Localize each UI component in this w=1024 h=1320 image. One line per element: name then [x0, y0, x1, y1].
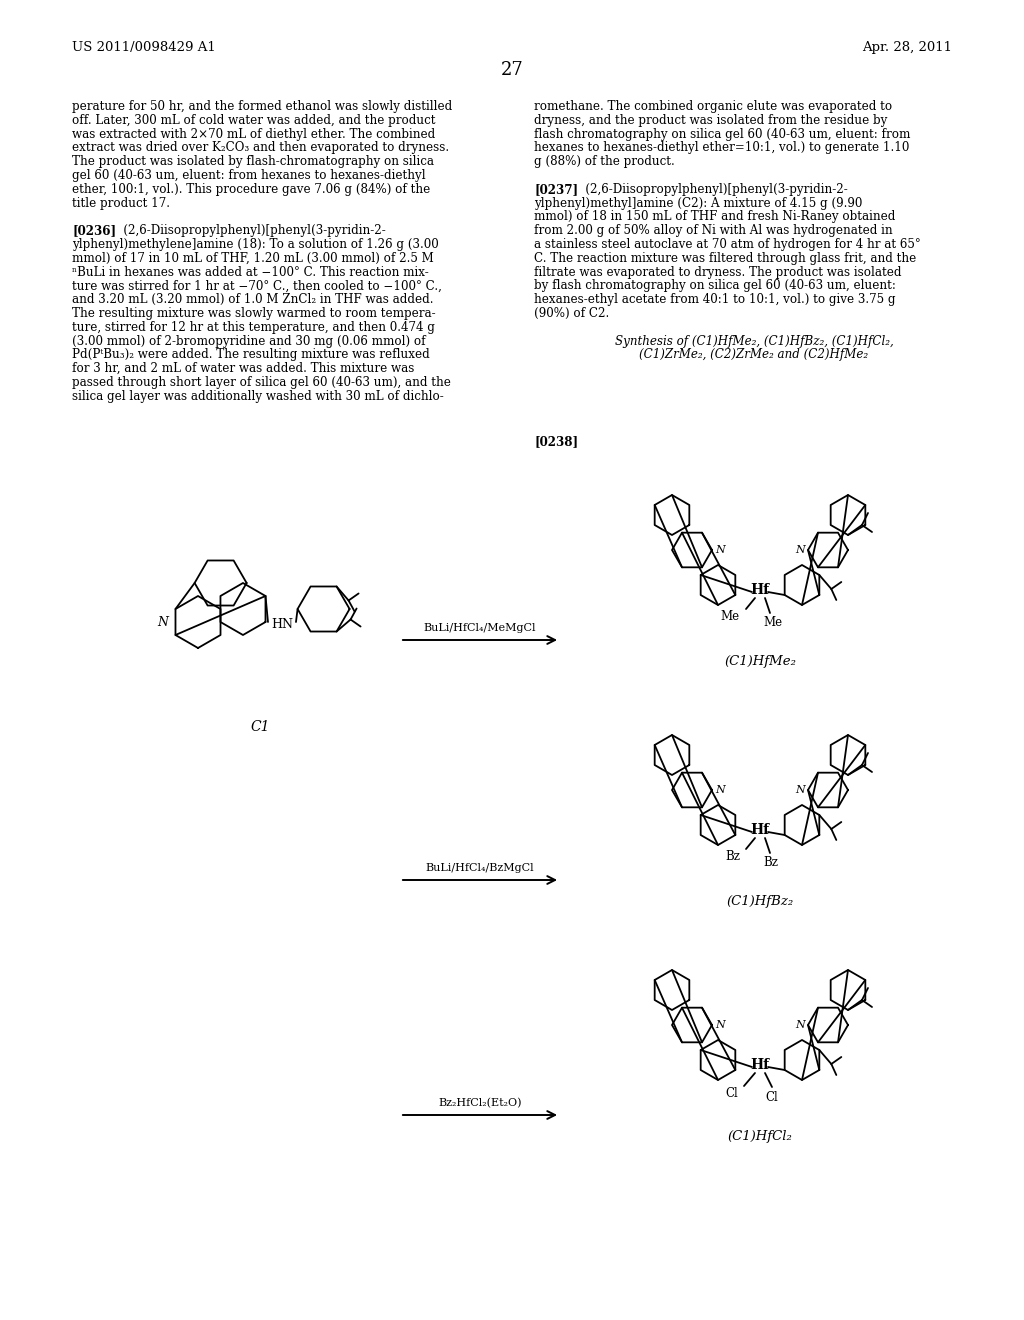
Text: mmol) of 17 in 10 mL of THF, 1.20 mL (3.00 mmol) of 2.5 M: mmol) of 17 in 10 mL of THF, 1.20 mL (3.…	[72, 252, 434, 265]
Text: Cl: Cl	[725, 1086, 738, 1100]
Text: N: N	[157, 615, 168, 628]
Text: Hf: Hf	[751, 822, 770, 837]
Text: C. The reaction mixture was filtered through glass frit, and the: C. The reaction mixture was filtered thr…	[534, 252, 916, 265]
Text: The resulting mixture was slowly warmed to room tempera-: The resulting mixture was slowly warmed …	[72, 308, 435, 319]
Text: [0236]: [0236]	[72, 224, 116, 238]
Text: was extracted with 2×70 mL of diethyl ether. The combined: was extracted with 2×70 mL of diethyl et…	[72, 128, 435, 141]
Text: (2,6-Diisopropylphenyl)[phenyl(3-pyridin-2-: (2,6-Diisopropylphenyl)[phenyl(3-pyridin…	[574, 182, 848, 195]
Text: (C1)ZrMe₂, (C2)ZrMe₂ and (C2)HfMe₂: (C1)ZrMe₂, (C2)ZrMe₂ and (C2)HfMe₂	[639, 348, 868, 362]
Text: Cl: Cl	[765, 1092, 778, 1104]
Text: (3.00 mmol) of 2-bromopyridine and 30 mg (0.06 mmol) of: (3.00 mmol) of 2-bromopyridine and 30 mg…	[72, 334, 426, 347]
Text: flash chromatography on silica gel 60 (40-63 um, eluent: from: flash chromatography on silica gel 60 (4…	[534, 128, 910, 141]
Text: dryness, and the product was isolated from the residue by: dryness, and the product was isolated fr…	[534, 114, 888, 127]
Text: silica gel layer was additionally washed with 30 mL of dichlo-: silica gel layer was additionally washed…	[72, 389, 443, 403]
Text: title product 17.: title product 17.	[72, 197, 170, 210]
Text: a stainless steel autoclave at 70 atm of hydrogen for 4 hr at 65°: a stainless steel autoclave at 70 atm of…	[534, 238, 921, 251]
Text: filtrate was evaporated to dryness. The product was isolated: filtrate was evaporated to dryness. The …	[534, 265, 901, 279]
Text: The product was isolated by flash-chromatography on silica: The product was isolated by flash-chroma…	[72, 156, 434, 168]
Text: off. Later, 300 mL of cold water was added, and the product: off. Later, 300 mL of cold water was add…	[72, 114, 435, 127]
Text: Synthesis of (C1)HfMe₂, (C1)HfBz₂, (C1)HfCl₂,: Synthesis of (C1)HfMe₂, (C1)HfBz₂, (C1)H…	[614, 334, 893, 347]
Text: Bz: Bz	[725, 850, 740, 863]
Text: romethane. The combined organic elute was evaporated to: romethane. The combined organic elute wa…	[534, 100, 892, 114]
Text: ture was stirred for 1 hr at −70° C., then cooled to −100° C.,: ture was stirred for 1 hr at −70° C., th…	[72, 280, 442, 293]
Text: (C1)HfMe₂: (C1)HfMe₂	[724, 655, 796, 668]
Text: ether, 100:1, vol.). This procedure gave 7.06 g (84%) of the: ether, 100:1, vol.). This procedure gave…	[72, 182, 430, 195]
Text: N: N	[796, 545, 805, 554]
Text: Pd(PᵗBu₃)₂ were added. The resulting mixture was refluxed: Pd(PᵗBu₃)₂ were added. The resulting mix…	[72, 348, 430, 362]
Text: for 3 hr, and 2 mL of water was added. This mixture was: for 3 hr, and 2 mL of water was added. T…	[72, 362, 415, 375]
Text: extract was dried over K₂CO₃ and then evaporated to dryness.: extract was dried over K₂CO₃ and then ev…	[72, 141, 450, 154]
Text: N: N	[796, 785, 805, 795]
Text: [0238]: [0238]	[534, 436, 579, 447]
Text: Hf: Hf	[751, 1059, 770, 1072]
Text: 27: 27	[501, 61, 523, 79]
Text: gel 60 (40-63 um, eluent: from hexanes to hexanes-diethyl: gel 60 (40-63 um, eluent: from hexanes t…	[72, 169, 426, 182]
Text: from 2.00 g of 50% alloy of Ni with Al was hydrogenated in: from 2.00 g of 50% alloy of Ni with Al w…	[534, 224, 893, 238]
Text: Bz: Bz	[763, 855, 778, 869]
Text: (C1)HfBz₂: (C1)HfBz₂	[726, 895, 794, 908]
Text: ylphenyl)methyl]amine (C2): A mixture of 4.15 g (9.90: ylphenyl)methyl]amine (C2): A mixture of…	[534, 197, 862, 210]
Text: perature for 50 hr, and the formed ethanol was slowly distilled: perature for 50 hr, and the formed ethan…	[72, 100, 453, 114]
Text: hexanes-ethyl acetate from 40:1 to 10:1, vol.) to give 3.75 g: hexanes-ethyl acetate from 40:1 to 10:1,…	[534, 293, 896, 306]
Text: N: N	[715, 545, 725, 554]
Text: ylphenyl)methylene]amine (18): To a solution of 1.26 g (3.00: ylphenyl)methylene]amine (18): To a solu…	[72, 238, 438, 251]
Text: hexanes to hexanes-diethyl ether=10:1, vol.) to generate 1.10: hexanes to hexanes-diethyl ether=10:1, v…	[534, 141, 909, 154]
Text: Hf: Hf	[751, 583, 770, 597]
Text: (2,6-Diisopropylphenyl)[phenyl(3-pyridin-2-: (2,6-Diisopropylphenyl)[phenyl(3-pyridin…	[112, 224, 386, 238]
Text: and 3.20 mL (3.20 mmol) of 1.0 M ZnCl₂ in THF was added.: and 3.20 mL (3.20 mmol) of 1.0 M ZnCl₂ i…	[72, 293, 433, 306]
Text: Me: Me	[763, 616, 782, 630]
Text: Me: Me	[721, 610, 740, 623]
Text: (90%) of C2.: (90%) of C2.	[534, 308, 609, 319]
Text: US 2011/0098429 A1: US 2011/0098429 A1	[72, 41, 216, 54]
Text: N: N	[796, 1020, 805, 1030]
Text: g (88%) of the product.: g (88%) of the product.	[534, 156, 675, 168]
Text: Apr. 28, 2011: Apr. 28, 2011	[862, 41, 952, 54]
Text: Bz₂HfCl₂(Et₂O): Bz₂HfCl₂(Et₂O)	[438, 1098, 522, 1107]
Text: BuLi/HfCl₄/BzMgCl: BuLi/HfCl₄/BzMgCl	[426, 863, 535, 873]
Text: [0237]: [0237]	[534, 182, 579, 195]
Text: ture, stirred for 12 hr at this temperature, and then 0.474 g: ture, stirred for 12 hr at this temperat…	[72, 321, 435, 334]
Text: HN: HN	[271, 618, 293, 631]
Text: by flash chromatography on silica gel 60 (40-63 um, eluent:: by flash chromatography on silica gel 60…	[534, 280, 896, 293]
Text: ⁿBuLi in hexanes was added at −100° C. This reaction mix-: ⁿBuLi in hexanes was added at −100° C. T…	[72, 265, 429, 279]
Text: N: N	[715, 1020, 725, 1030]
Text: (C1)HfCl₂: (C1)HfCl₂	[728, 1130, 793, 1143]
Text: passed through short layer of silica gel 60 (40-63 um), and the: passed through short layer of silica gel…	[72, 376, 451, 389]
Text: C1: C1	[250, 719, 269, 734]
Text: BuLi/HfCl₄/MeMgCl: BuLi/HfCl₄/MeMgCl	[424, 623, 537, 634]
Text: N: N	[715, 785, 725, 795]
Text: mmol) of 18 in 150 mL of THF and fresh Ni-Raney obtained: mmol) of 18 in 150 mL of THF and fresh N…	[534, 210, 895, 223]
